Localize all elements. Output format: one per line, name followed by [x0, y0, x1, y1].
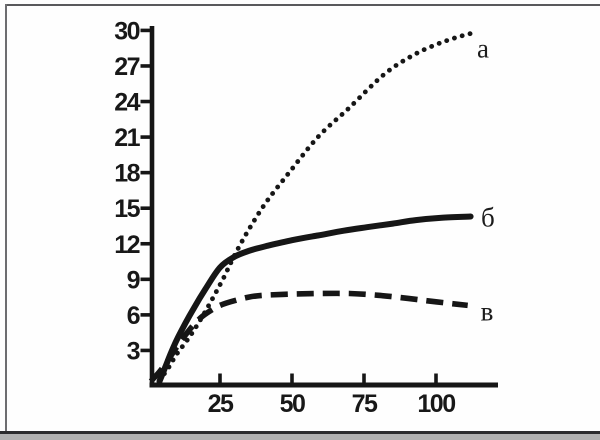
- series-curve-в: [148, 290, 469, 384]
- frame-top-border: [5, 4, 600, 6]
- y-tick-label: 18: [114, 160, 140, 188]
- series-label-v: в: [480, 296, 494, 327]
- x-tick-label: 75: [352, 390, 378, 418]
- frame-bottom-band: [0, 434, 600, 440]
- y-tick-label: 12: [114, 231, 139, 259]
- series-curve-а: [157, 30, 476, 383]
- y-tick-label: 27: [114, 53, 139, 81]
- frame-left-border: [5, 4, 7, 432]
- y-tick-label: 3: [127, 337, 140, 365]
- series-label-a: а: [476, 33, 489, 64]
- series-label-b: б: [480, 202, 495, 233]
- y-tick-label: 9: [127, 266, 140, 294]
- series-curve-б: [156, 213, 474, 385]
- y-tick-label: 24: [114, 89, 140, 117]
- x-tick-label: 25: [208, 390, 234, 418]
- y-tick-label: 6: [127, 302, 140, 330]
- y-tick-label: 15: [114, 195, 140, 223]
- y-tick-label: 30: [114, 17, 139, 45]
- x-tick-label: 50: [280, 390, 305, 418]
- frame-bottom-line: [0, 431, 600, 434]
- x-tick-label: 100: [417, 390, 455, 418]
- y-tick-label: 21: [114, 124, 140, 152]
